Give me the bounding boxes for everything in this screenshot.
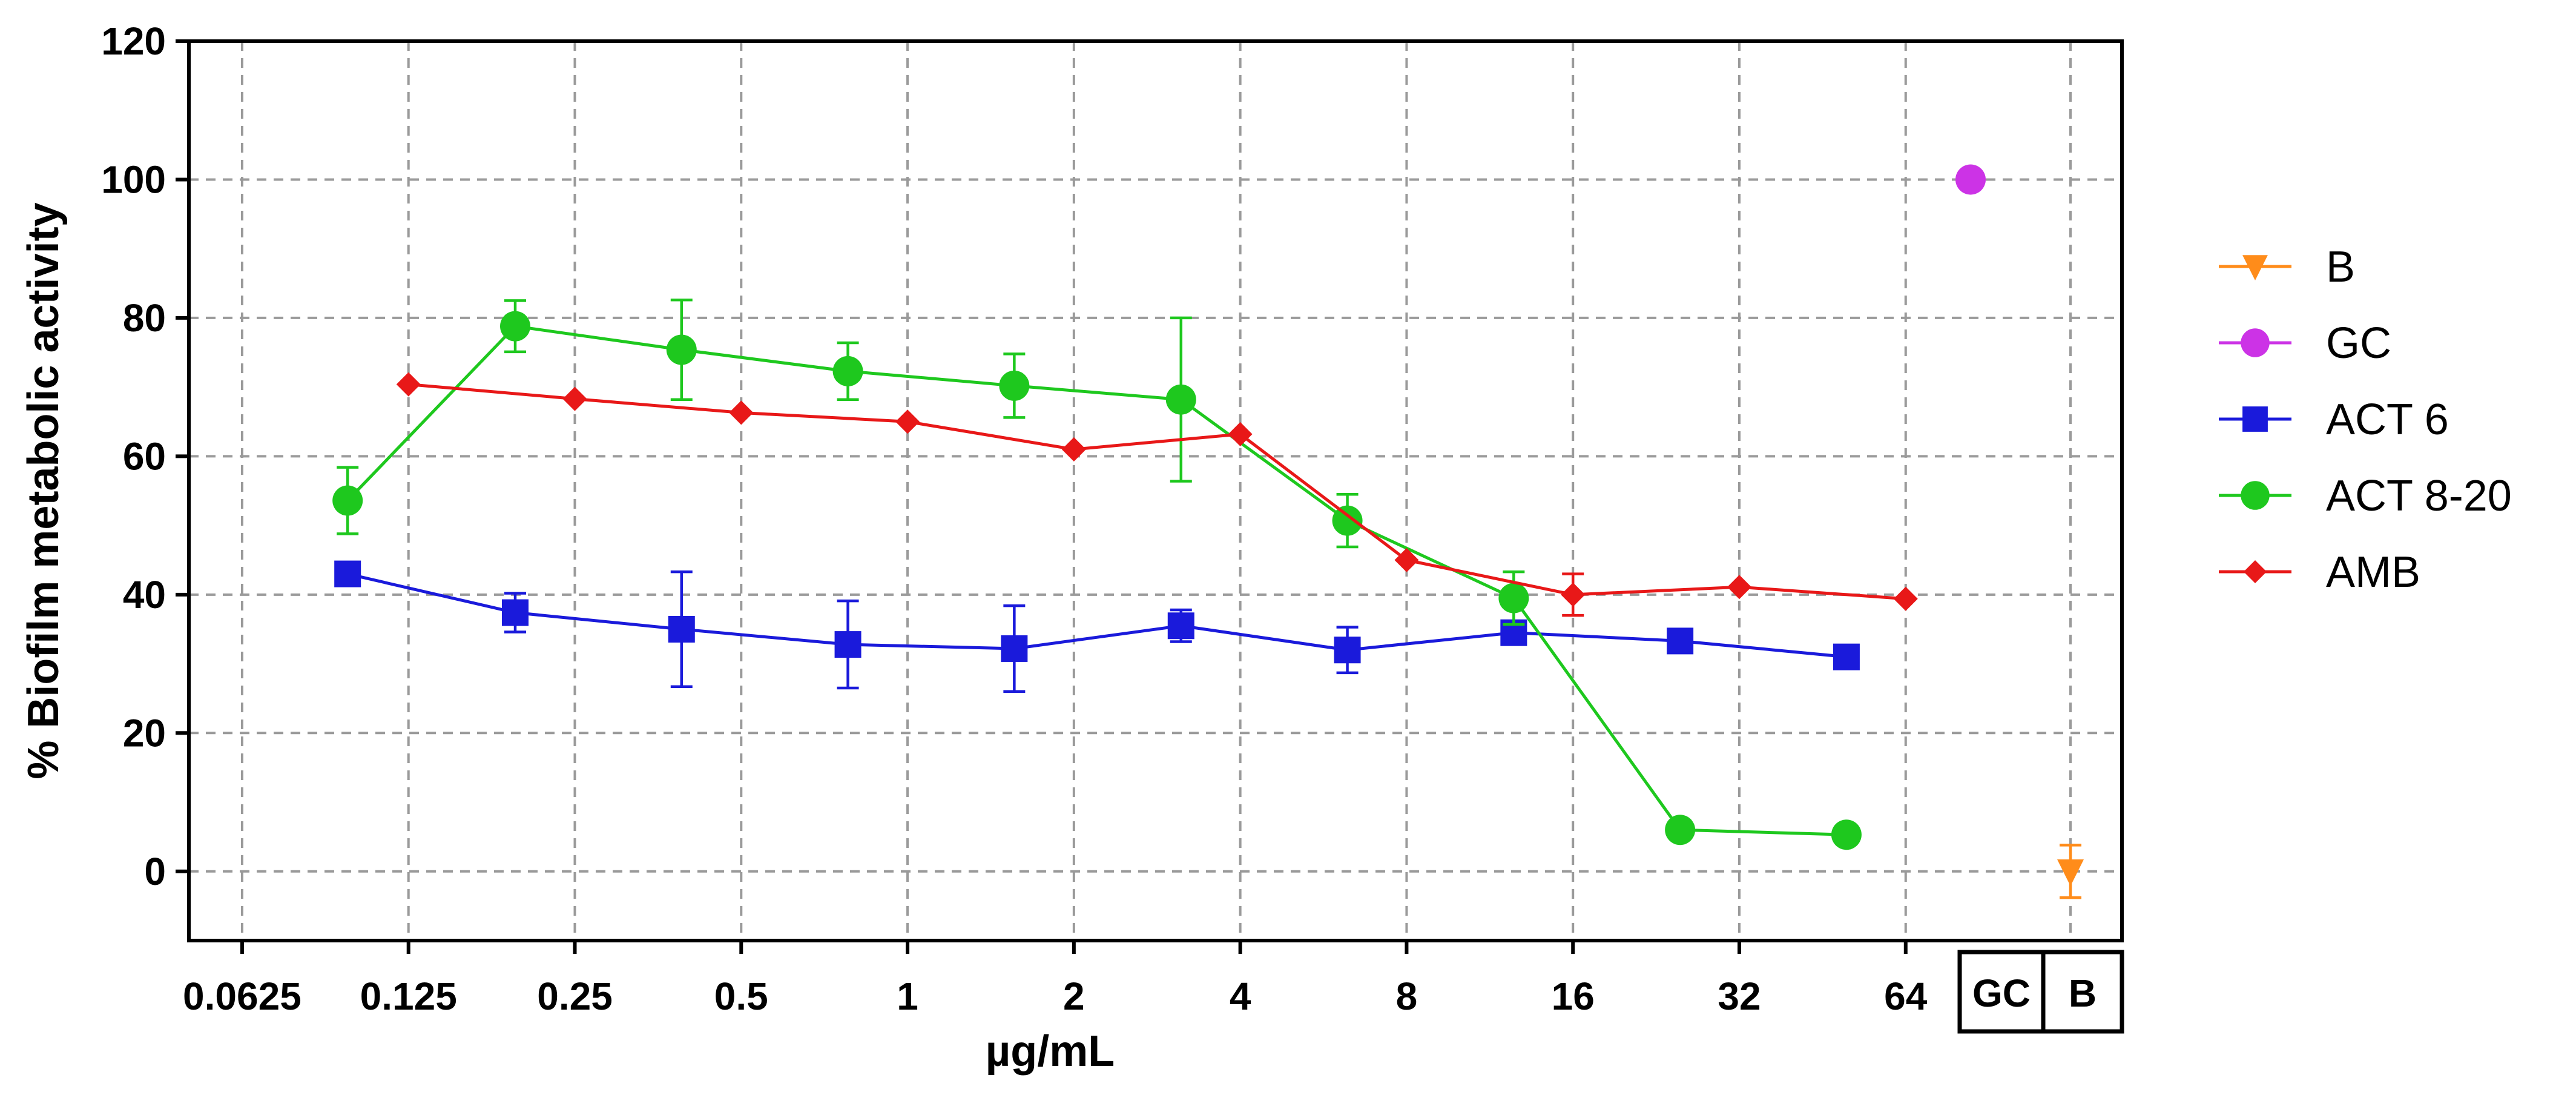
y-tick-label: 120 <box>101 19 166 63</box>
legend-item-act-8-20: ACT 8-20 <box>2219 472 2512 520</box>
data-point-act-6 <box>1001 635 1028 662</box>
data-point-act-6 <box>834 631 861 658</box>
gridlines <box>189 41 2122 941</box>
data-point-act-6 <box>668 615 695 643</box>
y-tick-label: 60 <box>123 434 166 478</box>
legend-marker <box>2241 328 2270 357</box>
data-point-act-8-20 <box>500 311 531 342</box>
legend-marker <box>2242 255 2268 280</box>
y-tick-label: 40 <box>123 573 166 617</box>
data-point-amb <box>396 372 421 397</box>
series-line-amb <box>408 383 1906 601</box>
y-tick-label: 100 <box>101 157 166 201</box>
category-label-b: B <box>2069 971 2097 1015</box>
legend: B GC ACT 6 ACT 8-20 AMB <box>2219 243 2512 597</box>
data-point-act-8-20 <box>1665 815 1696 845</box>
x-tick-label: 0.0625 <box>183 974 301 1018</box>
x-tick-label: 0.125 <box>360 974 457 1018</box>
data-point-amb <box>1228 422 1253 446</box>
x-tick-label: 1 <box>897 974 918 1018</box>
legend-item-gc: GC <box>2219 319 2391 368</box>
legend-marker <box>2242 406 2268 432</box>
series-amb <box>396 372 1918 617</box>
data-point-act-8-20 <box>832 356 863 386</box>
data-point-amb <box>729 400 754 425</box>
data-point-act-6 <box>1167 612 1194 640</box>
series-layer <box>332 164 2084 899</box>
data-point-amb <box>1561 582 1586 607</box>
x-tick-label: 0.25 <box>537 974 613 1018</box>
legend-marker <box>2244 560 2267 583</box>
series-act-8-20 <box>332 298 1862 850</box>
legend-marker <box>2241 481 2270 510</box>
legend-label: AMB <box>2326 548 2420 597</box>
data-point-amb <box>1893 586 1918 611</box>
y-tick-label: 20 <box>123 711 166 755</box>
x-tick-label: 0.5 <box>714 974 768 1018</box>
data-point-amb <box>895 409 920 434</box>
data-point-act-6 <box>1334 637 1361 664</box>
data-point-act-6 <box>1833 643 1860 670</box>
y-tick-label: 80 <box>123 296 166 340</box>
y-tick-label: 0 <box>144 850 166 893</box>
series-act-6 <box>334 560 1860 693</box>
x-axis-title: µg/mL <box>986 1027 1115 1076</box>
x-tick-label: 4 <box>1230 974 1251 1018</box>
data-point-act-8-20 <box>1498 583 1529 614</box>
series-b <box>2057 844 2084 899</box>
data-point-b <box>2057 859 2084 886</box>
legend-label: ACT 8-20 <box>2326 472 2512 520</box>
data-point-act-6 <box>1667 627 1694 655</box>
legend-item-b: B <box>2219 243 2355 291</box>
plot-frame <box>187 39 2124 942</box>
category-box <box>1957 950 2124 1034</box>
data-point-amb <box>1727 575 1751 600</box>
data-point-act-8-20 <box>1332 505 1363 536</box>
legend-item-act-6: ACT 6 <box>2219 395 2449 444</box>
data-point-act-8-20 <box>666 334 697 365</box>
legend-label: B <box>2326 243 2355 291</box>
data-point-act-8-20 <box>332 485 363 516</box>
data-point-act-6 <box>334 560 361 587</box>
series-line-act-8-20 <box>346 324 1846 836</box>
x-tick-label: 8 <box>1396 974 1418 1018</box>
data-point-amb <box>1394 548 1419 572</box>
data-point-gc <box>1955 164 1986 195</box>
legend-item-amb: AMB <box>2219 548 2420 597</box>
axis-titles: µg/mL % Biofilm metabolic activity <box>19 202 1115 1076</box>
series-gc <box>1955 164 1986 195</box>
legend-label: GC <box>2326 319 2391 368</box>
series-line-act-6 <box>347 572 1847 659</box>
data-point-act-6 <box>502 599 529 626</box>
data-point-act-8-20 <box>999 370 1030 401</box>
data-point-amb <box>562 386 587 411</box>
x-tick-label: 2 <box>1063 974 1085 1018</box>
legend-label: ACT 6 <box>2326 395 2449 444</box>
data-point-act-8-20 <box>1165 384 1196 415</box>
data-point-amb <box>1061 437 1086 461</box>
y-axis-title: % Biofilm metabolic activity <box>19 202 68 779</box>
x-tick-label: 16 <box>1552 974 1595 1018</box>
data-point-act-8-20 <box>1831 819 1862 850</box>
x-tick-label: 64 <box>1884 974 1928 1018</box>
x-tick-label: 32 <box>1718 974 1761 1018</box>
category-label-gc: GC <box>1972 971 2031 1015</box>
tick-labels: 0 20 40 60 80 100 120 0.0625 0.125 0.25 0.5 1 2 4 8 16 3… <box>101 19 2097 1018</box>
axes <box>176 39 2124 1034</box>
